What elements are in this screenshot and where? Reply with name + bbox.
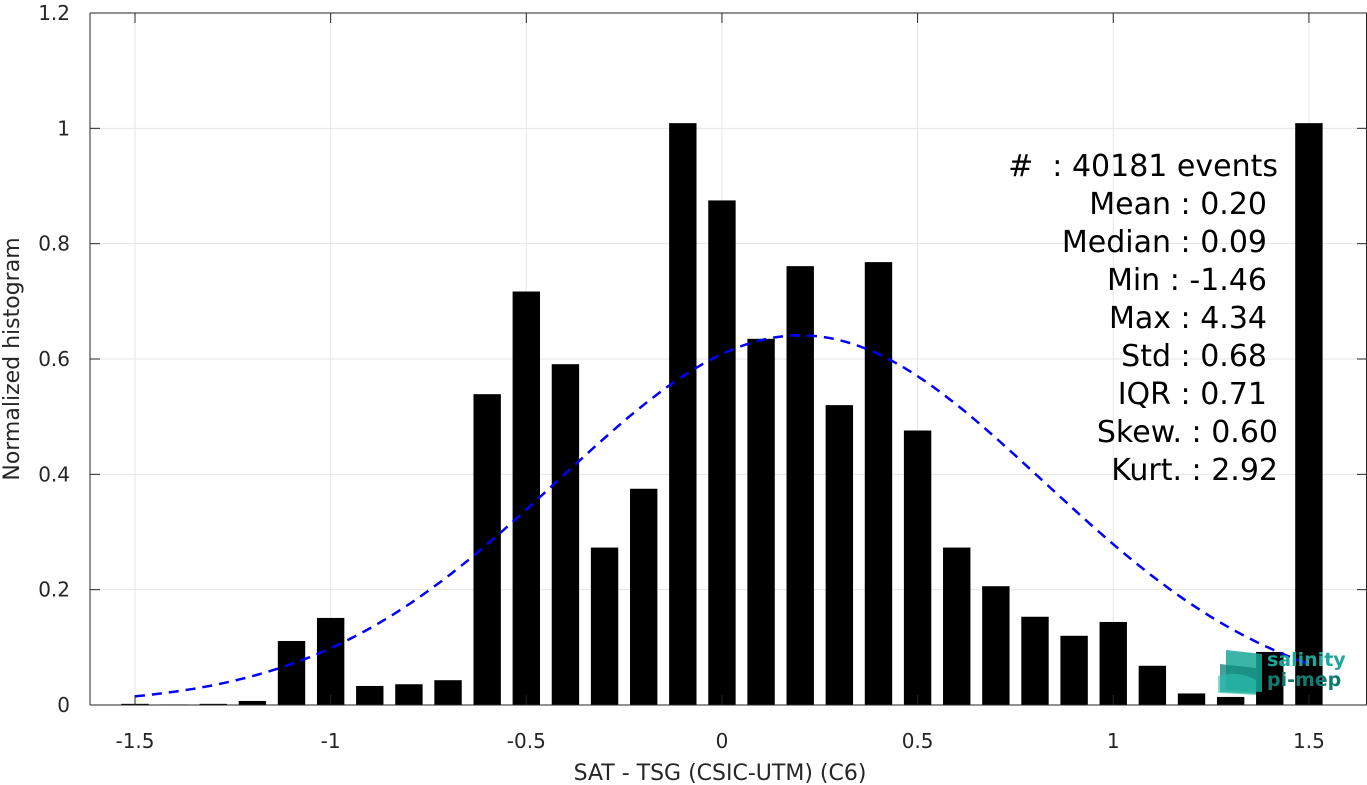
bar-19 — [864, 262, 893, 705]
x-tick-label-5: 1 — [1107, 729, 1120, 753]
bar-28 — [1216, 696, 1245, 705]
bar-17 — [786, 266, 814, 705]
y-tick-label-4: 0.8 — [38, 232, 70, 256]
bar-18 — [825, 405, 854, 705]
bars — [121, 123, 1323, 706]
bar-2 — [199, 703, 227, 705]
stat-skew: Skew. : 0.60 — [1097, 415, 1278, 450]
x-tick-label-4: 0.5 — [902, 729, 934, 753]
logo-icon — [1218, 650, 1262, 695]
bar-27 — [1177, 693, 1206, 705]
stat-events: # : 40181 events — [1008, 149, 1278, 184]
bar-30 — [1295, 123, 1323, 706]
y-tick-label-1: 0.2 — [38, 578, 70, 602]
bar-5 — [316, 617, 345, 705]
stats-box: # : 40181 events Mean : 0.20 Median : 0.… — [1008, 149, 1278, 488]
x-tick-label-2: -0.5 — [507, 729, 546, 753]
bar-7 — [395, 684, 423, 705]
bar-23 — [1021, 616, 1049, 705]
x-tick-label-1: -1 — [321, 729, 341, 753]
bar-26 — [1138, 665, 1167, 705]
x-tick-labels: -1.5 -1 -0.5 0 0.5 1 1.5 — [115, 729, 1324, 753]
logo-text-line2: pi-mep — [1267, 669, 1341, 691]
bar-6 — [356, 685, 384, 705]
stat-iqr: IQR : 0.71 — [1118, 377, 1267, 412]
bar-25 — [1099, 621, 1127, 705]
logo-text-line1: salinity — [1267, 649, 1346, 671]
stat-std: Std : 0.68 — [1121, 339, 1267, 374]
bar-22 — [982, 586, 1010, 705]
y-tick-label-3: 0.6 — [38, 347, 70, 371]
bar-15 — [708, 200, 736, 705]
stat-mean: Mean : 0.20 — [1089, 187, 1267, 222]
bar-3 — [238, 700, 267, 705]
bar-24 — [1060, 635, 1088, 705]
bar-16 — [747, 338, 775, 705]
stat-median: Median : 0.09 — [1062, 225, 1267, 260]
stat-min: Min : -1.46 — [1107, 263, 1267, 298]
bar-10 — [512, 291, 540, 705]
bar-21 — [943, 547, 971, 705]
bar-20 — [903, 430, 932, 705]
y-tick-label-2: 0.4 — [38, 462, 70, 486]
y-tick-labels: 0 0.2 0.4 0.6 0.8 1 1.2 — [38, 1, 70, 717]
bar-8 — [434, 680, 462, 705]
bar-9 — [473, 394, 501, 705]
stat-kurt: Kurt. : 2.92 — [1111, 453, 1278, 488]
y-tick-label-6: 1.2 — [38, 1, 70, 25]
x-tick-label-3: 0 — [716, 729, 729, 753]
bar-4 — [277, 640, 306, 705]
stat-max: Max : 4.34 — [1109, 301, 1267, 336]
bar-12 — [590, 547, 619, 705]
y-tick-label-0: 0 — [57, 693, 70, 717]
x-tick-label-6: 1.5 — [1293, 729, 1325, 753]
bar-13 — [629, 488, 658, 705]
fit-curve — [134, 334, 1310, 698]
x-axis-label: SAT - TSG (CSIC-UTM) (C6) — [574, 761, 867, 785]
y-tick-label-5: 1 — [57, 116, 70, 140]
bar-14 — [669, 123, 697, 706]
salinity-pimep-logo: salinity pi-mep — [1218, 649, 1346, 695]
bar-11 — [551, 364, 580, 705]
y-axis-label: Normalized histogram — [0, 237, 25, 480]
x-tick-label-0: -1.5 — [115, 729, 154, 753]
